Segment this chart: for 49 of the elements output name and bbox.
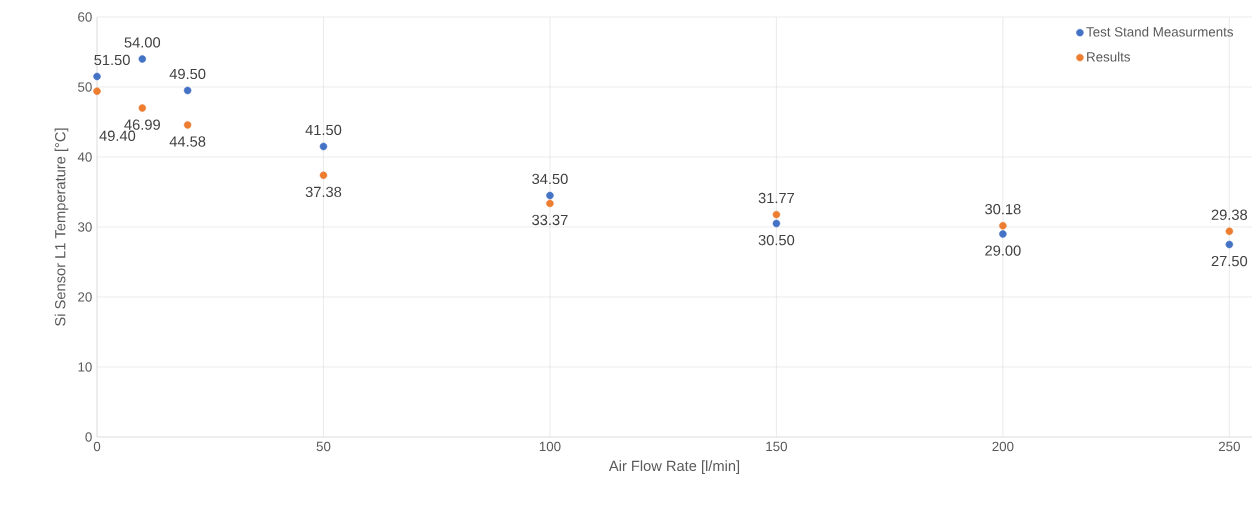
point: [546, 191, 554, 200]
point: [319, 171, 328, 180]
y-axis-title: Si Sensor L1 Temperature [°C]: [54, 128, 69, 326]
point: [183, 86, 192, 95]
y-tick-label: 40: [77, 152, 92, 162]
data-label: 44.58: [169, 136, 206, 147]
data-label: 30.50: [758, 234, 795, 246]
point: [1225, 240, 1234, 249]
point: [999, 230, 1007, 238]
y-tick-label: 60: [78, 12, 92, 22]
x-tick-label: 250: [1218, 441, 1240, 452]
data-label: 51.50: [94, 54, 130, 66]
data-label: 41.50: [305, 124, 342, 136]
point: [319, 142, 328, 151]
data-label: 37.38: [305, 186, 342, 198]
point: [772, 219, 781, 228]
data-label: 30.18: [985, 203, 1021, 215]
point: [138, 55, 147, 63]
point: [183, 121, 192, 129]
data-label: 31.77: [758, 192, 795, 204]
data-label: 33.37: [532, 214, 568, 226]
data-label: 27.50: [1211, 255, 1248, 267]
x-tick-label: 200: [992, 441, 1014, 452]
x-tick-label: 50: [316, 441, 331, 452]
legend-label: Test Stand Measurments: [1086, 26, 1234, 37]
legend-label: Results: [1087, 51, 1131, 62]
data-label: 29.38: [1211, 209, 1248, 220]
data-label: 49.40: [99, 130, 136, 141]
y-tick-label: 10: [78, 362, 92, 372]
y-tick-label: 30: [77, 222, 92, 232]
data-label: 46.99: [124, 119, 160, 130]
y-tick-label: 20: [78, 292, 92, 302]
point: [772, 210, 781, 219]
point: [999, 221, 1007, 230]
point: [1225, 227, 1234, 236]
point: [93, 87, 101, 95]
y-tick-label: 50: [78, 82, 92, 92]
x-tick-label: 100: [539, 441, 561, 452]
data-label: 34.50: [532, 173, 568, 185]
data-label: 49.50: [169, 68, 206, 80]
y-tick-label: 0: [85, 432, 92, 442]
x-tick-label: 0: [93, 441, 101, 452]
point: [93, 72, 101, 81]
data-label: 54.00: [124, 37, 161, 48]
x-axis-title: Air Flow Rate [l/min]: [608, 460, 740, 474]
x-tick-label: 150: [766, 441, 788, 452]
point: [138, 104, 147, 112]
point: [546, 199, 554, 208]
data-label: 29.00: [985, 245, 1021, 256]
